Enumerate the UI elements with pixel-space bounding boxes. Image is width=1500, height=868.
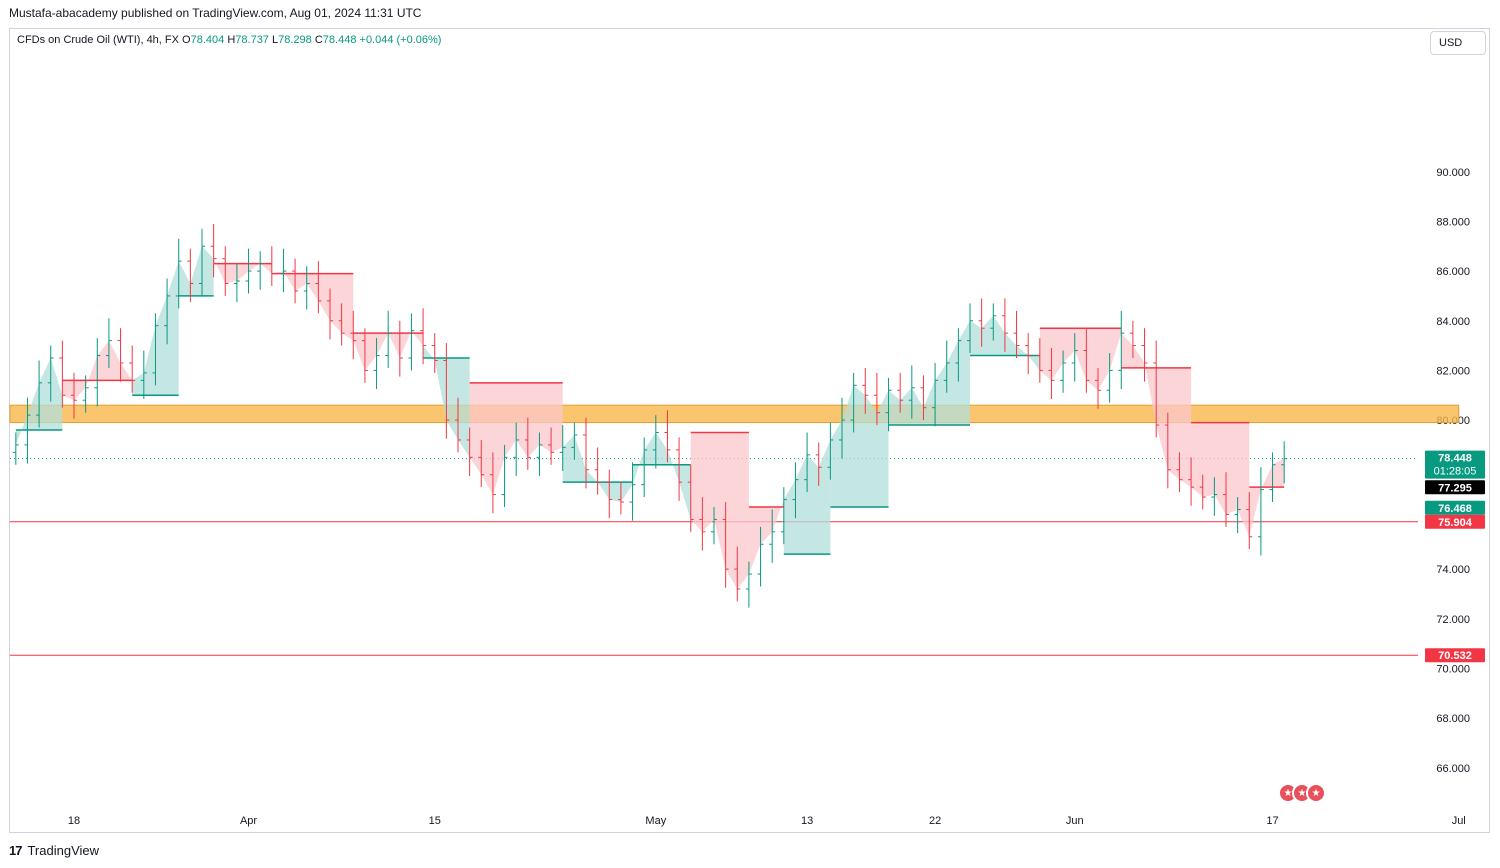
y-tick-label: 66.000 [1436, 763, 1470, 775]
supertrend-band [748, 499, 784, 575]
supertrend-band [353, 330, 424, 371]
low-label: L [272, 34, 279, 46]
open-label: O [182, 34, 191, 46]
close-value: 78.448 [322, 34, 357, 46]
y-tick-label: 84.000 [1436, 316, 1470, 328]
price-axis-label [1425, 648, 1485, 663]
y-tick-label: 88.000 [1436, 216, 1470, 228]
currency-button[interactable]: USD [1430, 31, 1486, 55]
supertrend-band [1039, 328, 1122, 391]
supertrend-band [1249, 458, 1285, 537]
economic-events[interactable]: ★ ★ ★ [1278, 783, 1326, 803]
price-axis-label-text: 77.295 [1438, 482, 1472, 494]
close-label: C [314, 34, 323, 46]
x-tick-label: Jun [1066, 815, 1084, 827]
supertrend-band [690, 432, 749, 589]
supertrend-band [830, 385, 889, 507]
support-zone [9, 404, 1460, 424]
footer: 17 TradingView [9, 843, 99, 858]
y-tick-label: 86.000 [1436, 266, 1470, 278]
supertrend-band [562, 434, 633, 503]
x-tick-label: 18 [68, 815, 80, 827]
x-tick-label: Jul [1452, 815, 1466, 827]
tradingview-logo-icon[interactable]: 17 [9, 843, 23, 858]
y-tick-label: 68.000 [1436, 713, 1470, 725]
x-tick-label: May [645, 815, 666, 827]
y-tick-label: 72.000 [1436, 614, 1470, 626]
x-tick-label: Apr [240, 815, 257, 827]
low-value: 78.298 [278, 34, 312, 46]
symbol-name[interactable]: CFDs on Crude Oil (WTI), 4h, FX [17, 34, 179, 46]
high-label: H [227, 34, 236, 46]
y-tick-label: 90.000 [1436, 167, 1470, 179]
supertrend-band [213, 258, 272, 284]
supertrend-band [888, 320, 970, 426]
symbol-legend: CFDs on Crude Oil (WTI), 4h, FX O78.404 … [17, 34, 441, 46]
price-axis-label-text: 78.448 [1438, 453, 1472, 465]
price-axis-label [1425, 480, 1485, 495]
x-tick-label: 15 [429, 815, 441, 827]
brand-name[interactable]: TradingView [27, 843, 100, 858]
price-axis-label [1425, 500, 1485, 515]
price-axis-label-text: 75.904 [1438, 517, 1473, 529]
x-tick-label: 17 [1266, 815, 1278, 827]
y-tick-label: 74.000 [1436, 564, 1470, 576]
supertrend-band [178, 246, 214, 296]
change-value: +0.044 (+0.06%) [359, 34, 442, 46]
high-value: 78.737 [235, 34, 269, 46]
price-axis-label [1425, 514, 1485, 529]
x-tick-label: 22 [929, 815, 941, 827]
price-axis-label [1425, 450, 1485, 479]
supertrend-band [1191, 422, 1250, 537]
price-axis-label-text: 76.468 [1438, 503, 1472, 515]
us-flag-icon[interactable]: ★ [1306, 783, 1326, 803]
supertrend-band [632, 432, 691, 520]
open-value: 78.404 [190, 34, 225, 46]
x-tick-label: 13 [801, 815, 813, 827]
price-axis-label-text: 70.532 [1438, 650, 1472, 662]
supertrend-band [271, 271, 354, 341]
y-tick-label: 70.000 [1436, 663, 1470, 675]
published-line: Mustafa-abacademy published on TradingVi… [9, 6, 422, 20]
countdown-label: 01:28:05 [1434, 466, 1477, 478]
y-tick-label: 82.000 [1436, 365, 1470, 377]
